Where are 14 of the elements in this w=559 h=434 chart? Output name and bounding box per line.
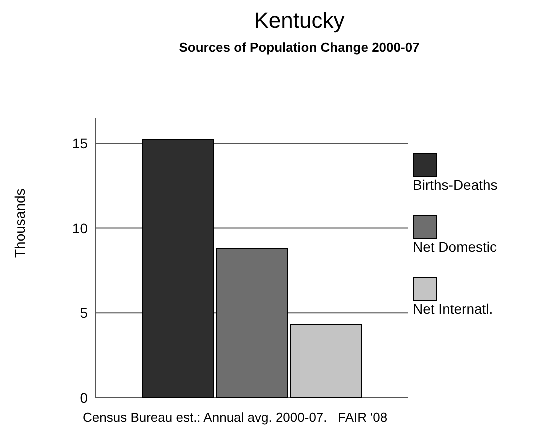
y-tick-label: 10 <box>72 220 88 236</box>
chart-title: Kentucky <box>253 8 346 34</box>
legend-label: Net Internatl. <box>413 301 494 317</box>
y-tick-label: 5 <box>80 305 88 322</box>
chart-subtitle: Sources of Population Change 2000-07 <box>178 40 421 55</box>
bar <box>142 140 214 398</box>
bar <box>290 324 362 398</box>
legend-label: Net Domestic <box>413 239 498 255</box>
y-tick-label: 15 <box>72 135 88 152</box>
legend-label: Births-Deaths <box>413 177 498 193</box>
y-axis-title: Thousands <box>12 188 28 258</box>
text: Census Bureau est.: Annual avg. 2000-07. FAIR '08 <box>83 410 388 425</box>
y-tick-label: 0 <box>80 390 88 406</box>
bar <box>216 248 288 398</box>
